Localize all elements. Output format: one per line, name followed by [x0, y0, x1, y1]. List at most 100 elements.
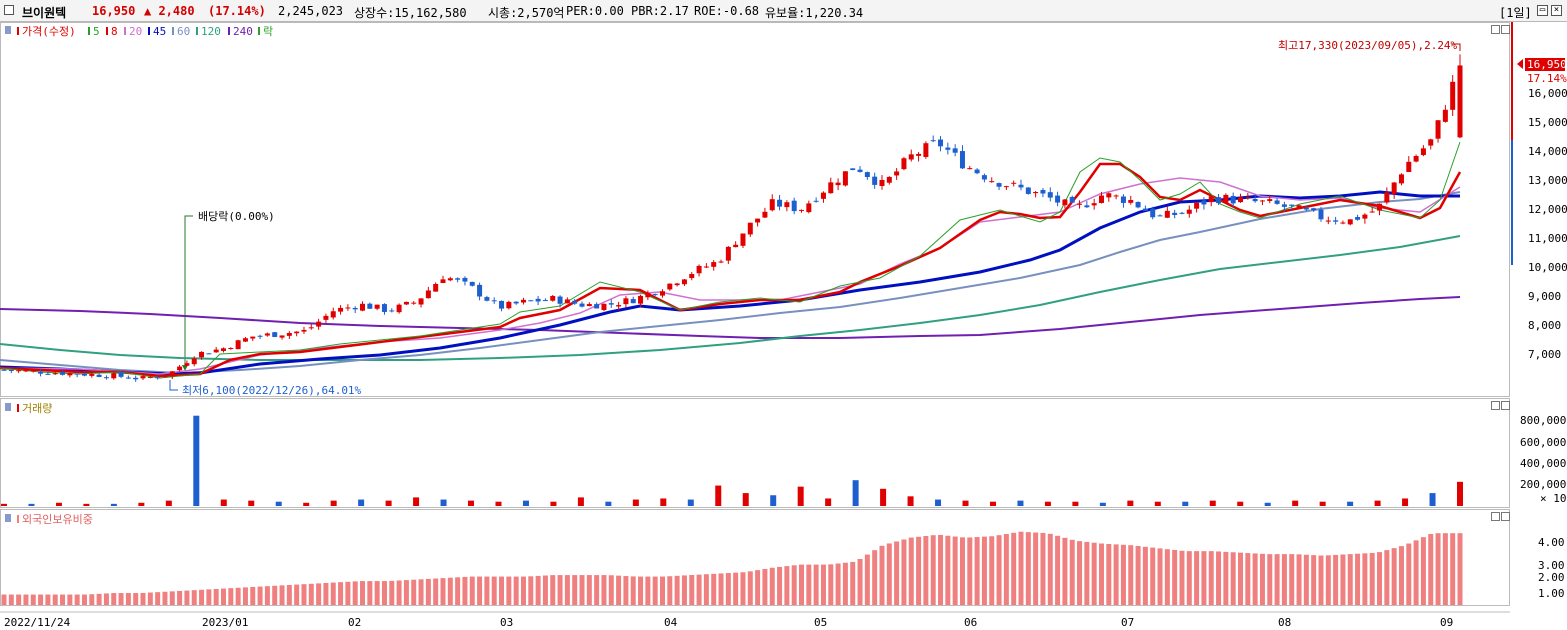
volume-panel[interactable]	[0, 398, 1510, 508]
select-checkbox[interactable]	[4, 5, 14, 15]
foreign-bar	[118, 593, 124, 605]
foreign-bar	[959, 537, 965, 605]
candle-body	[696, 265, 702, 274]
candle-body	[1172, 212, 1178, 215]
volume-bar	[358, 499, 365, 506]
candle-body	[864, 172, 870, 178]
candle-body	[725, 246, 731, 261]
roe-value: ROE:-0.68	[694, 4, 760, 18]
foreign-bar	[938, 534, 944, 605]
candle-body	[184, 363, 190, 366]
candle-body	[542, 300, 548, 302]
foreign-bar	[1442, 533, 1448, 605]
volume-bars	[1, 415, 1463, 506]
candle-body	[996, 183, 1002, 187]
foreign-bar	[1091, 542, 1097, 605]
candle-body	[967, 168, 973, 170]
candle-body	[1333, 220, 1339, 222]
foreign-bar	[52, 594, 58, 605]
candle-body	[674, 283, 680, 286]
foreign-bar	[1172, 549, 1178, 605]
candle-body	[1318, 209, 1324, 220]
foreign-bar	[520, 576, 526, 605]
foreign-bar	[930, 535, 936, 605]
foreign-bar	[952, 536, 958, 605]
candle-body	[828, 182, 834, 194]
candle-body	[411, 302, 417, 304]
foreign-bar	[652, 576, 658, 605]
foreign-bar	[850, 561, 856, 605]
foreign-bar	[1303, 554, 1309, 605]
price-panel[interactable]	[0, 22, 1510, 397]
candle-body	[484, 297, 490, 301]
candle-body	[16, 370, 22, 372]
candle-body	[455, 278, 461, 280]
foreign-bar	[133, 593, 139, 605]
candle-body	[118, 372, 124, 377]
foreign-bar	[1369, 552, 1375, 605]
close-icon[interactable]: ×	[1551, 5, 1562, 16]
foreign-bar	[272, 585, 278, 605]
volume-bar	[1209, 500, 1216, 506]
candle-body	[396, 304, 402, 313]
foreign-bar	[594, 575, 600, 605]
foreign-bar	[616, 575, 622, 605]
foreign-bar	[360, 581, 366, 605]
foreign-bar	[140, 592, 146, 605]
price-panel-buttons[interactable]	[1491, 25, 1510, 521]
candle-body	[733, 244, 739, 248]
candle-body	[1025, 187, 1031, 194]
range-bar-down	[1511, 140, 1513, 265]
foreign-bar	[908, 537, 914, 605]
candle-body	[1194, 202, 1200, 209]
candle-body	[1069, 196, 1075, 203]
foreign-bar	[1201, 551, 1207, 605]
candles	[1, 54, 1463, 382]
foreign-bar	[1398, 546, 1404, 605]
stock-name[interactable]: 브이원텍	[22, 6, 67, 20]
volume-bar	[1237, 501, 1244, 506]
foreign-title: 외국인보유비중	[5, 513, 93, 526]
candle-body	[381, 304, 387, 312]
foreign-bar	[177, 590, 183, 605]
candle-body	[513, 301, 519, 304]
stock-chart[interactable]: 가격(수정) 5 8 20 45 60 120 240 락 16,000 15,…	[0, 22, 1567, 630]
foreign-bar	[703, 574, 709, 605]
candle-body	[1362, 214, 1368, 219]
candle-body	[1055, 195, 1061, 203]
candle-body	[1413, 156, 1419, 162]
candle-body	[52, 373, 58, 375]
x-tick: 09	[1440, 616, 1453, 629]
candle-body	[740, 233, 746, 246]
candle-body	[242, 338, 248, 342]
foreign-bar	[206, 589, 212, 605]
foreign-bar	[440, 578, 446, 605]
y-tick: 10,000	[1528, 261, 1567, 274]
foreign-bar	[1333, 554, 1339, 605]
y-tick: 600,000	[1520, 436, 1566, 449]
minimize-icon[interactable]: ▭	[1537, 5, 1548, 16]
candle-body	[294, 331, 300, 334]
y-tick: 2.00	[1538, 571, 1565, 584]
candle-body	[1442, 109, 1448, 122]
period-selector[interactable]: [1일]	[1499, 6, 1532, 20]
foreign-bar	[1018, 531, 1024, 605]
foreign-bar	[228, 588, 234, 605]
candle-body	[235, 340, 241, 350]
foreign-bar	[996, 535, 1002, 605]
price-change-pct: (17.14%)	[208, 4, 266, 18]
candle-body	[586, 304, 592, 307]
foreign-bar	[564, 575, 570, 605]
foreign-bar	[1186, 551, 1192, 605]
volume-bar	[1402, 498, 1409, 506]
candle-body	[67, 373, 73, 376]
volume-bar	[522, 500, 529, 506]
y-tick: 1.00	[1538, 587, 1565, 600]
volume-bar	[852, 480, 859, 506]
volume-bar	[687, 499, 694, 506]
volume-bar	[303, 502, 310, 506]
foreign-bar	[1252, 553, 1258, 605]
foreign-bar	[945, 535, 951, 605]
foreign-bar	[30, 594, 36, 605]
foreign-bar	[967, 537, 973, 605]
